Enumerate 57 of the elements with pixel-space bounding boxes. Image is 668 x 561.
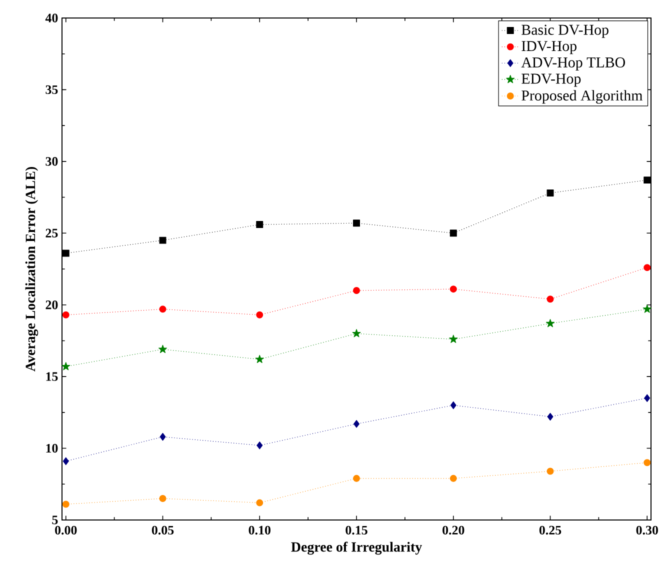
point: [256, 499, 264, 506]
y-tick-label: 35: [46, 85, 58, 94]
point: [546, 189, 554, 196]
point: [644, 176, 651, 184]
point: [644, 459, 651, 466]
point: [159, 494, 166, 502]
point: [546, 296, 554, 303]
point: [160, 432, 166, 441]
point: [62, 362, 70, 370]
point: [62, 311, 70, 318]
x-tick-label: 0.25: [539, 526, 562, 535]
x-tick-label: 0.20: [442, 526, 464, 535]
y-tick-label: 20: [46, 300, 58, 310]
y-axis-title: Average Localization Error (ALE): [25, 167, 38, 372]
x-tick-label: 0.15: [346, 526, 368, 535]
point: [256, 311, 264, 318]
point: [450, 286, 457, 293]
point: [546, 319, 555, 328]
x-axis-title: Degree of Irregularity: [291, 542, 422, 555]
point: [62, 250, 70, 257]
x-tick-label: 0.30: [636, 526, 658, 535]
legend-label: Basic DV-Hop: [522, 24, 608, 38]
point: [642, 304, 652, 313]
y-tick-label: 30: [46, 157, 58, 166]
point: [255, 354, 264, 364]
legend-label: Proposed Algorithm: [522, 90, 643, 104]
point: [450, 230, 457, 237]
x-tick-label: 0.00: [55, 526, 77, 535]
point: [354, 420, 360, 428]
point: [159, 306, 166, 313]
y-tick-label: 10: [46, 444, 58, 453]
y-tick-label: 40: [45, 14, 58, 22]
point: [353, 474, 360, 482]
point: [449, 334, 458, 343]
point: [547, 412, 554, 421]
x-tick-label: 0.10: [248, 526, 270, 535]
x-tick-label: 0.05: [152, 526, 174, 535]
point: [256, 221, 264, 228]
point: [62, 457, 69, 466]
y-tick-label: 15: [46, 372, 58, 381]
point: [450, 474, 457, 482]
point: [450, 401, 456, 410]
point: [352, 329, 361, 338]
legend-label: IDV-Hop: [522, 41, 576, 54]
point: [353, 287, 360, 294]
y-tick-label: 5: [52, 516, 58, 524]
point: [353, 220, 360, 227]
point: [256, 442, 263, 450]
y-tick-label: 25: [46, 228, 58, 238]
point: [159, 236, 166, 244]
point: [158, 344, 168, 354]
point: [644, 264, 651, 272]
legend-label: ADV-Hop TLBO: [521, 57, 625, 71]
legend-label: EDV-Hop: [522, 74, 581, 87]
point: [546, 468, 554, 475]
point: [644, 394, 650, 402]
point: [62, 500, 70, 508]
